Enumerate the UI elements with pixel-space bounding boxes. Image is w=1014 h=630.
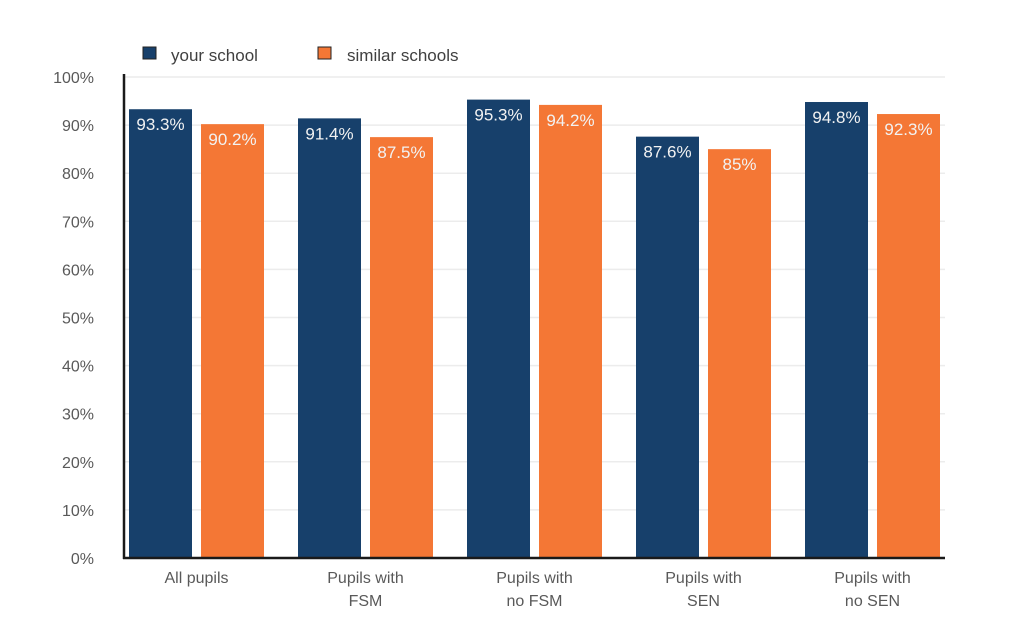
data-label: 93.3% [136,115,184,134]
x-tick-label: Pupils with [665,570,741,587]
bar [636,136,699,559]
data-label: 87.6% [643,143,691,162]
y-tick-label: 90% [62,118,94,135]
legend-label: similar schools [347,46,458,65]
bar [877,114,940,559]
x-tick-label: All pupils [164,570,228,587]
legend-label: your school [171,46,258,65]
y-tick-label: 10% [62,503,94,520]
y-tick-label: 70% [62,214,94,231]
bar [805,102,868,559]
bar [539,104,602,558]
bar [298,118,361,558]
x-tick-label: SEN [687,593,720,610]
y-tick-label: 100% [53,70,94,87]
legend: your school similar schools [142,46,458,65]
bar [129,109,192,559]
x-axis-labels: All pupils Pupils with FSM Pupils with no FS… [164,570,910,610]
bar [467,99,530,559]
legend-swatch [317,46,332,60]
data-label: 90.2% [208,130,256,149]
x-tick-label: no FSM [506,593,562,610]
y-tick-label: 80% [62,166,94,183]
data-label: 85% [722,155,756,174]
x-tick-label: Pupils with [327,570,403,587]
data-label: 91.4% [305,124,353,143]
data-label: 94.8% [812,108,860,127]
y-tick-label: 60% [62,262,94,279]
data-label: 92.3% [884,120,932,139]
x-tick-label: Pupils with [496,570,572,587]
legend-swatch [142,46,157,60]
x-tick-label: no SEN [845,593,900,610]
y-tick-label: 30% [62,407,94,424]
data-label: 95.3% [474,106,522,125]
y-axis-ticks: 0% 10% 20% 30% 40% 50% 60% 70% 80% 90% 100% [53,70,94,568]
y-tick-label: 50% [62,311,94,328]
data-label: 94.2% [546,111,594,130]
bar [370,137,433,558]
y-tick-label: 40% [62,359,94,376]
x-tick-label: Pupils with [834,570,910,587]
y-tick-label: 20% [62,455,94,472]
data-label: 87.5% [377,143,425,162]
axes [122,74,945,560]
bar [201,124,264,558]
bars: 93.3% 90.2% 91.4% 87.5% 95.3% 94.2% 87.6% 85% 94… [129,99,940,559]
bar [708,149,771,558]
x-tick-label: FSM [349,593,383,610]
y-tick-label: 0% [71,551,94,568]
